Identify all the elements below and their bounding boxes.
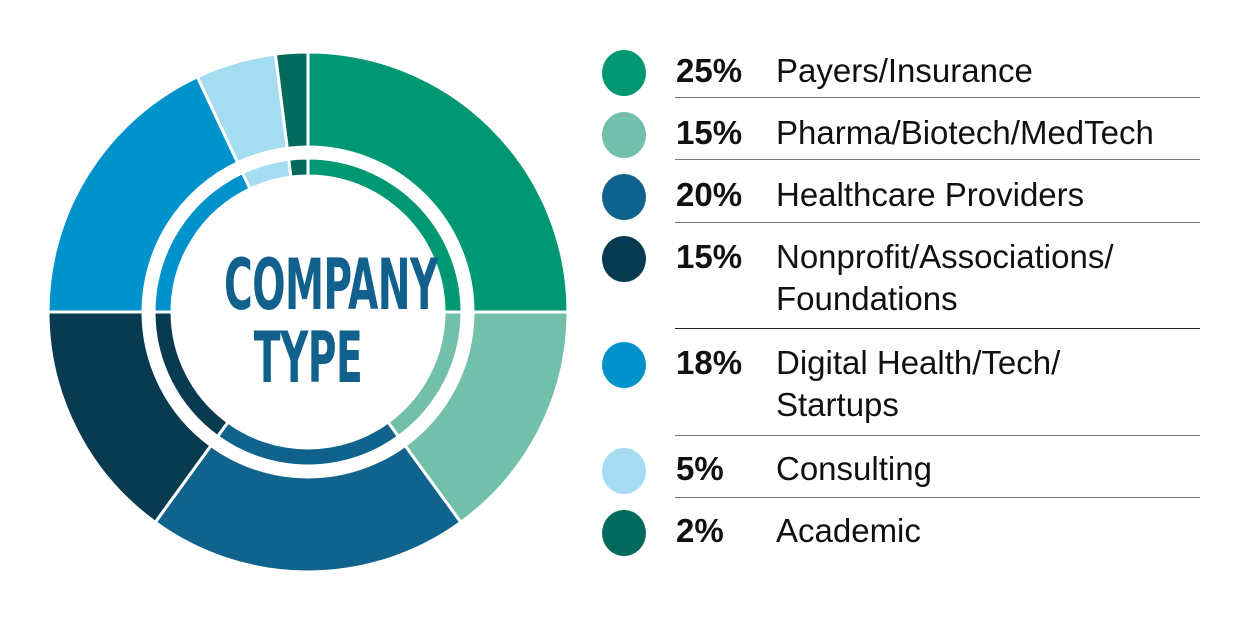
legend-divider [675, 97, 1200, 98]
inner-segment [215, 419, 401, 468]
legend-swatch-icon [602, 448, 646, 494]
legend-swatch-icon [602, 112, 646, 158]
legend-percent: 15% [676, 238, 743, 275]
legend-swatch-icon [602, 342, 646, 388]
outer-segment [306, 50, 570, 314]
outer-ring [46, 50, 570, 574]
inner-ring [152, 156, 464, 468]
outer-segment [153, 443, 463, 574]
legend-swatch-icon [602, 50, 646, 96]
legend-divider [675, 328, 1200, 329]
legend-label: Healthcare Providers [776, 176, 1085, 213]
legend-percent: 5% [676, 450, 724, 487]
legend-swatch-icon [602, 510, 646, 556]
legend-percent: 18% [676, 344, 743, 381]
legend-percent: 2% [676, 512, 724, 549]
legend-percent: 15% [676, 114, 743, 151]
inner-segment [287, 156, 310, 179]
legend-percent: 20% [676, 176, 743, 213]
legend-label: Consulting [776, 450, 932, 487]
legend-label: Pharma/Biotech/MedTech [776, 114, 1154, 151]
legend: 25% Payers/Insurance 15% Pharma/Biotech/… [600, 0, 1250, 625]
outer-segment [273, 50, 310, 150]
legend-divider [675, 435, 1200, 436]
legend-label: Payers/Insurance [776, 52, 1033, 89]
legend-divider [675, 497, 1200, 498]
chart-title-line2: TYPE [253, 317, 363, 399]
legend-divider [675, 159, 1200, 160]
legend-swatch-icon [602, 236, 646, 282]
legend-percent: 25% [676, 52, 743, 89]
chart-title-line1: COMPANY [224, 244, 438, 326]
legend-divider [675, 222, 1200, 223]
inner-segment [240, 157, 293, 191]
donut-chart [46, 50, 570, 574]
legend-label: Nonprofit/Associations/ Foundations [776, 238, 1114, 317]
legend-label: Digital Health/Tech/ Startups [776, 344, 1061, 423]
legend-label: Academic [776, 512, 921, 549]
legend-swatch-icon [602, 174, 646, 220]
